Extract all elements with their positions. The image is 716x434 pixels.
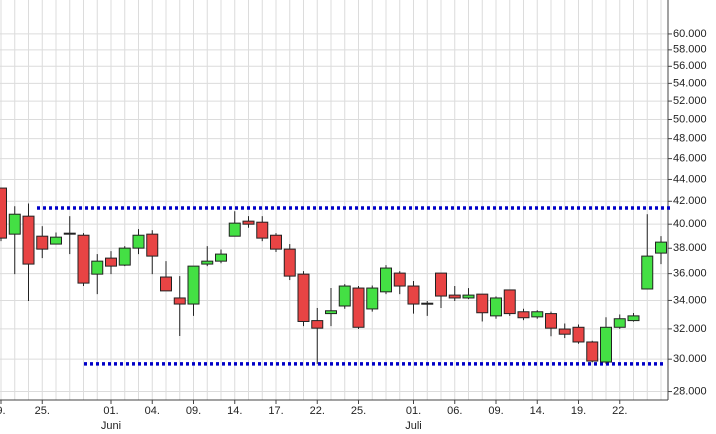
y-tick-label: 52.000	[673, 95, 707, 107]
y-tick-label: 40.000	[673, 218, 707, 230]
candle-body	[0, 187, 7, 239]
y-tick-label: 56.000	[673, 60, 707, 72]
candle-body	[77, 234, 90, 284]
candle-body	[435, 272, 447, 297]
candle-body	[393, 272, 406, 287]
candle-body	[613, 318, 626, 328]
x-tick-label: 14.	[227, 405, 242, 417]
candle-body	[215, 253, 227, 262]
y-tick-label: 44.000	[673, 173, 707, 185]
candle-body	[476, 293, 489, 314]
candle-body	[586, 341, 599, 362]
candle-body	[503, 289, 516, 315]
month-label: Juli	[405, 420, 422, 432]
y-tick-label: 48.000	[673, 133, 707, 145]
candle-body	[283, 248, 296, 277]
candle-body	[160, 276, 172, 292]
candle-body	[338, 285, 351, 307]
x-tick-label: 19.	[571, 405, 586, 417]
x-tick-label: 25.	[351, 405, 366, 417]
candle-body	[352, 287, 365, 328]
x-tick-label: 22.	[612, 405, 627, 417]
candle-body	[105, 257, 117, 267]
candle-body	[572, 326, 585, 343]
month-label: Juni	[101, 420, 121, 432]
candle-body	[270, 234, 282, 250]
y-tick-label: 42.000	[673, 195, 707, 207]
candle-body	[132, 234, 145, 249]
candle-body	[8, 213, 21, 235]
y-tick-label: 34.000	[673, 294, 707, 306]
x-tick-label: 04.	[145, 405, 160, 417]
candle-body	[63, 232, 76, 235]
candle-body	[558, 328, 571, 335]
y-tick-label: 50.000	[673, 113, 707, 125]
candle-body	[22, 215, 35, 265]
candle-body	[462, 294, 475, 299]
x-tick-label: 22.	[310, 405, 325, 417]
candle-body	[297, 273, 310, 322]
x-tick-label: 09.	[488, 405, 503, 417]
candle-body	[50, 236, 62, 245]
candle-body	[36, 235, 49, 250]
candle-body	[641, 255, 654, 290]
candle-body	[407, 285, 420, 305]
candle-body	[448, 294, 461, 299]
candle-body	[146, 233, 159, 257]
candle-body	[421, 302, 434, 305]
candle-body	[311, 320, 324, 329]
candle-body	[256, 221, 269, 239]
candle-body	[91, 260, 104, 275]
x-tick-label: 06.	[447, 405, 462, 417]
candle-body	[242, 220, 255, 225]
x-tick-label: 01.	[406, 405, 421, 417]
x-tick-label: 14.	[530, 405, 545, 417]
x-tick-label: 01.	[103, 405, 118, 417]
candle-body	[517, 311, 530, 319]
candle-body	[201, 260, 214, 265]
y-tick-label: 30.000	[673, 353, 707, 365]
y-tick-label: 60.000	[673, 28, 707, 40]
candle-body	[118, 247, 131, 266]
x-tick-label: 25.	[35, 405, 50, 417]
x-tick-label: 09.	[186, 405, 201, 417]
candle-body	[187, 265, 200, 305]
candle-body	[531, 311, 544, 318]
x-tick-label: 9.	[0, 405, 6, 417]
y-tick-label: 46.000	[673, 153, 707, 165]
candle-body	[627, 315, 640, 322]
candle-body	[173, 297, 186, 305]
candle-body	[366, 287, 379, 310]
candle-body	[545, 313, 557, 329]
x-tick-label: 17.	[268, 405, 283, 417]
candle-body	[600, 326, 612, 363]
y-tick-label: 32.000	[673, 323, 707, 335]
y-tick-label: 36.000	[673, 268, 707, 280]
candle-body	[380, 267, 392, 293]
candle-body	[325, 310, 337, 315]
candle-body	[655, 241, 667, 254]
candle-body	[228, 222, 241, 237]
candle-body	[490, 297, 502, 317]
y-tick-label: 38.000	[673, 242, 707, 254]
y-tick-label: 28.000	[673, 385, 707, 397]
y-tick-label: 58.000	[673, 44, 707, 56]
y-tick-label: 54.000	[673, 77, 707, 89]
